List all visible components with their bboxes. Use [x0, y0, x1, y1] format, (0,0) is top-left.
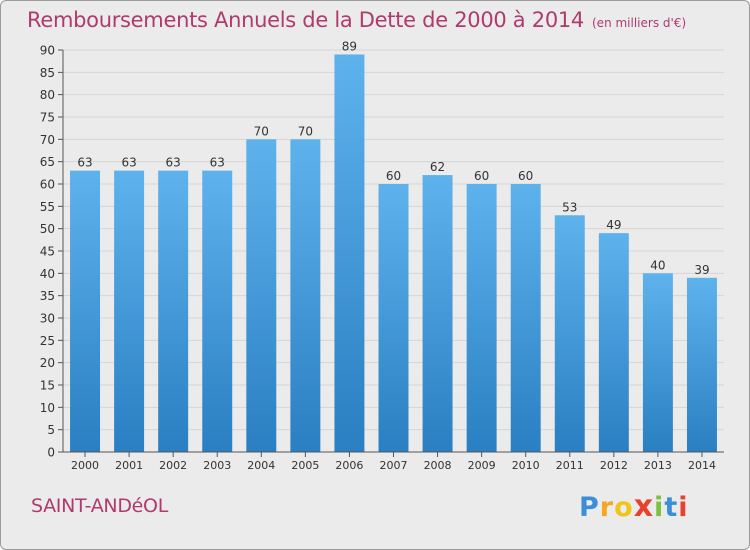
- x-tick-label: 2011: [556, 459, 584, 472]
- data-label: 63: [77, 156, 92, 170]
- x-tick-label: 2001: [115, 459, 143, 472]
- bar[interactable]: [202, 170, 233, 452]
- x-tick-label: 2002: [159, 459, 187, 472]
- y-tick-label: 45: [40, 245, 55, 259]
- x-tick-label: 2000: [71, 459, 99, 472]
- y-tick-label: 0: [47, 446, 55, 460]
- y-tick-label: 75: [40, 111, 55, 125]
- data-label: 89: [342, 39, 357, 53]
- x-tick-label: 2009: [468, 459, 496, 472]
- bar[interactable]: [114, 170, 145, 452]
- bars: [70, 54, 717, 453]
- bar[interactable]: [554, 215, 585, 452]
- bar[interactable]: [246, 139, 277, 453]
- chart-title: Remboursements Annuels de la Dette de 20…: [27, 8, 686, 32]
- data-label: 63: [210, 156, 225, 170]
- bar[interactable]: [334, 54, 365, 452]
- y-tick-label: 55: [40, 200, 55, 214]
- x-tick-label: 2005: [291, 459, 319, 472]
- data-label: 63: [121, 156, 136, 170]
- y-tick-label: 35: [40, 289, 55, 303]
- data-label: 60: [474, 169, 489, 183]
- y-tick-label: 25: [40, 334, 55, 348]
- data-label: 40: [650, 258, 665, 272]
- bar[interactable]: [290, 139, 321, 453]
- x-tick-label: 2003: [203, 459, 231, 472]
- x-tick-label: 2008: [424, 459, 452, 472]
- data-label: 60: [518, 169, 533, 183]
- y-tick-label: 70: [40, 133, 55, 147]
- y-tick-label: 90: [40, 44, 55, 58]
- commune-name: SAINT-ANDéOL: [31, 495, 168, 517]
- y-tick-label: 50: [40, 222, 55, 236]
- x-tick-label: 2010: [512, 459, 540, 472]
- data-label: 62: [430, 160, 445, 174]
- bar[interactable]: [598, 233, 629, 452]
- data-label: 60: [386, 169, 401, 183]
- bar[interactable]: [510, 184, 541, 452]
- bar[interactable]: [422, 175, 453, 453]
- y-tick-label: 5: [47, 423, 55, 437]
- logo-letter: r: [599, 492, 615, 523]
- x-tick-label: 2004: [247, 459, 275, 472]
- logo-letter: x: [633, 489, 655, 524]
- y-tick-label: 20: [40, 356, 55, 370]
- chart-title-text: Remboursements Annuels de la Dette de 20…: [27, 8, 584, 32]
- data-label: 53: [562, 200, 577, 214]
- axes: [58, 49, 724, 457]
- data-label: 39: [694, 263, 709, 277]
- data-label: 49: [606, 218, 621, 232]
- y-tick-label: 80: [40, 88, 55, 102]
- y-tick-label: 15: [40, 379, 55, 393]
- bar[interactable]: [642, 273, 673, 452]
- logo-letter: t: [664, 492, 679, 523]
- labels: 0 5 10 15 20 25 30 35 40 45 50 55 60 65 70 75 80 85 90 63 20…: [40, 39, 716, 472]
- bar[interactable]: [466, 184, 497, 452]
- y-tick-label: 40: [40, 267, 55, 281]
- x-tick-label: 2007: [380, 459, 408, 472]
- x-tick-label: 2013: [644, 459, 672, 472]
- bar[interactable]: [378, 184, 409, 452]
- y-tick-label: 30: [40, 312, 55, 326]
- proxiti-logo[interactable]: Proxiti: [579, 489, 689, 524]
- bar[interactable]: [70, 170, 101, 452]
- logo-letter: i: [678, 492, 689, 523]
- data-label: 70: [298, 124, 313, 138]
- data-label: 63: [166, 156, 181, 170]
- logo-letter: i: [654, 492, 665, 523]
- x-tick-label: 2014: [688, 459, 716, 472]
- logo-letter: P: [579, 492, 600, 523]
- y-tick-label: 60: [40, 178, 55, 192]
- y-tick-label: 65: [40, 155, 55, 169]
- bar[interactable]: [158, 170, 189, 452]
- x-tick-label: 2006: [335, 459, 363, 472]
- y-tick-label: 85: [40, 66, 55, 80]
- y-tick-label: 10: [40, 401, 55, 415]
- chart-unit-note: (en milliers d'€): [592, 16, 687, 30]
- bar[interactable]: [686, 277, 717, 452]
- data-label: 70: [254, 124, 269, 138]
- logo-letter: o: [614, 492, 634, 523]
- x-tick-label: 2012: [600, 459, 628, 472]
